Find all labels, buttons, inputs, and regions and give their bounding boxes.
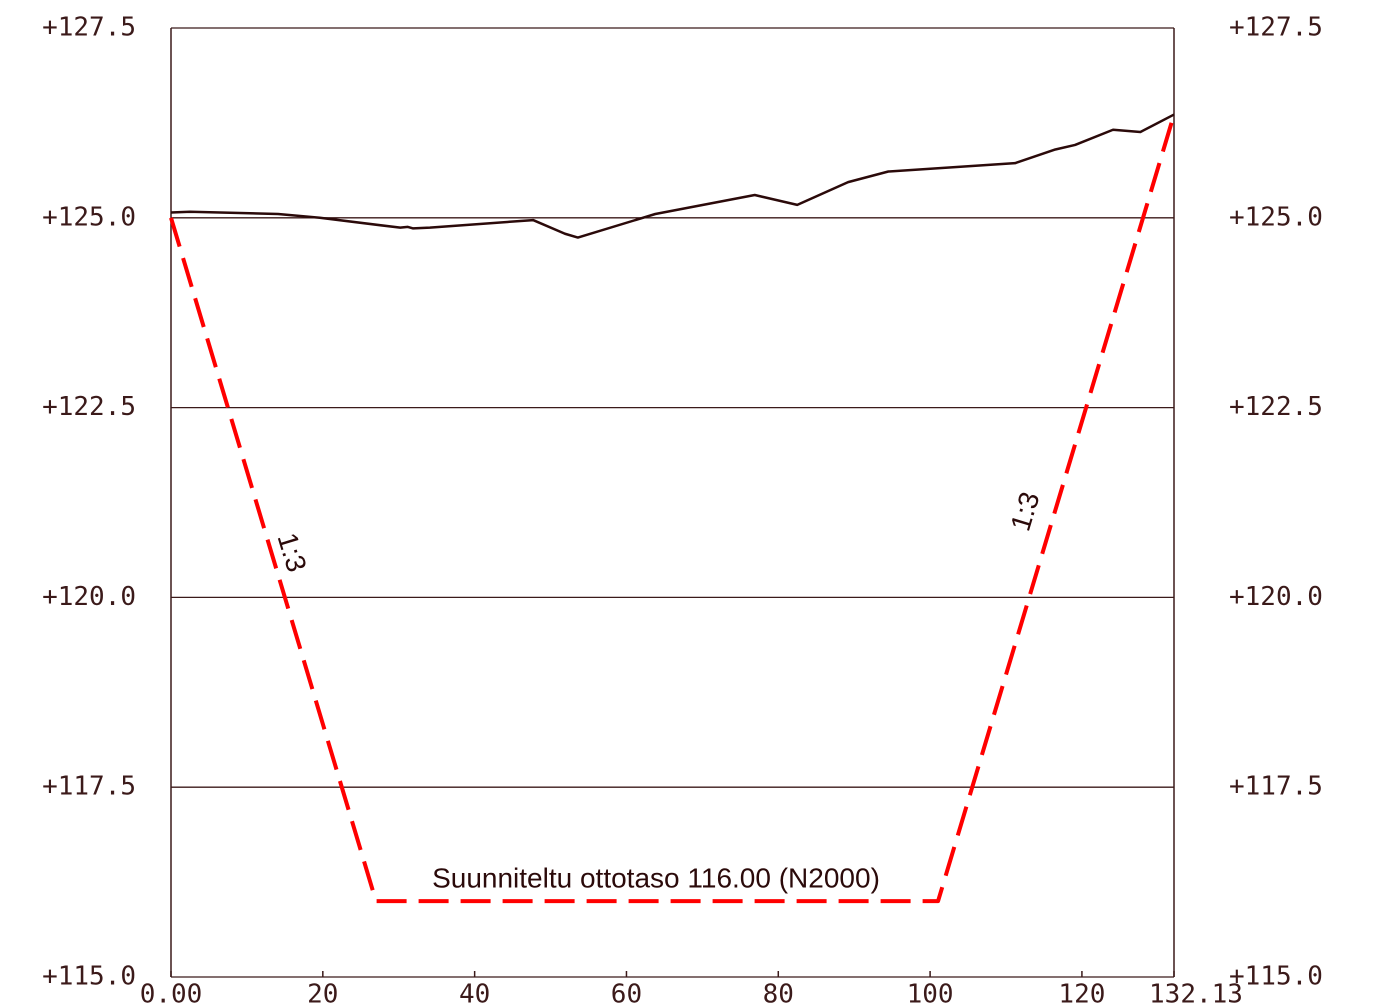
x-tick-label: 80 — [763, 980, 794, 1005]
x-tick-label: 20 — [307, 980, 338, 1005]
y2-tick-label: +115.0 — [1229, 962, 1323, 992]
annotation: Suunniteltu ottotaso 116.00 (N2000) — [432, 862, 880, 893]
y2-tick-label: +117.5 — [1229, 772, 1323, 802]
y-tick-label: +125.0 — [42, 202, 136, 232]
annotation: 1:3 — [1004, 488, 1045, 534]
y-tick-label: +127.5 — [42, 13, 136, 43]
y2-tick-label: +125.0 — [1229, 202, 1323, 232]
x-tick-label: 132.13 — [1149, 980, 1243, 1005]
y2-tick-label: +122.5 — [1229, 392, 1323, 422]
series-line — [170, 113, 1175, 239]
x-tick-label: 40 — [459, 980, 490, 1005]
y2-tick-label: +127.5 — [1229, 13, 1323, 43]
x-tick-label: 0.00 — [140, 980, 203, 1005]
x-tick-label: 120 — [1058, 980, 1105, 1005]
annotation: 1:3 — [272, 529, 313, 575]
x-tick-label: 60 — [611, 980, 642, 1005]
x-tick-label: 100 — [907, 980, 954, 1005]
y-tick-label: +117.5 — [42, 772, 136, 802]
y-tick-label: +122.5 — [42, 392, 136, 422]
y2-tick-label: +120.0 — [1229, 582, 1323, 612]
y-tick-label: +115.0 — [42, 962, 136, 992]
y-tick-label: +120.0 — [42, 582, 136, 612]
series-line — [169, 113, 1176, 904]
